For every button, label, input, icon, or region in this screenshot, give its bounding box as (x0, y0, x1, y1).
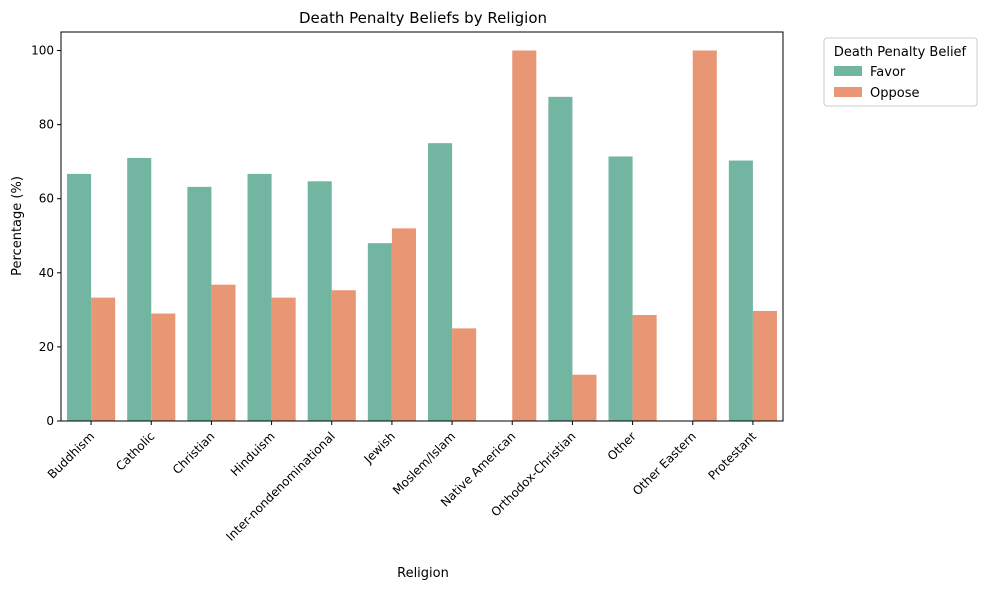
bar-favor-0 (67, 173, 92, 421)
x-tick-label: Buddhism (45, 429, 97, 481)
x-tick-label: Moslem/Islam (390, 429, 458, 497)
bar-oppose-8 (572, 374, 597, 421)
bar-favor-9 (608, 156, 633, 422)
bar-favor-4 (307, 181, 332, 421)
bar-favor-3 (247, 173, 272, 421)
x-tick-label: Jewish (361, 429, 398, 466)
x-tick-label: Other (605, 429, 639, 463)
y-tick-label: 40 (39, 266, 54, 280)
bar-favor-2 (187, 186, 212, 421)
bar-oppose-10 (692, 50, 717, 422)
x-tick-label: Protestant (705, 429, 759, 483)
bar-oppose-5 (391, 228, 416, 421)
x-tick-label: Other Eastern (630, 429, 699, 498)
bar-oppose-4 (331, 290, 356, 421)
x-tick-label: Catholic (113, 429, 157, 473)
y-tick-label: 80 (39, 118, 54, 132)
legend-label-oppose: Oppose (870, 86, 919, 101)
bar-favor-1 (127, 157, 152, 421)
bar-oppose-9 (632, 315, 657, 421)
y-tick-label: 60 (39, 192, 54, 206)
x-tick-label: Christian (170, 429, 218, 477)
plot-area: 0 20 40 60 80 100 Buddhism Catholic Christian Hin… (31, 31, 784, 544)
bar-favor-5 (367, 243, 392, 421)
y-axis-label: Percentage (%) (10, 176, 25, 276)
bar-favor-11 (728, 160, 753, 421)
legend: Death Penalty Belief Favor Oppose (823, 37, 978, 107)
y-tick-label: 0 (46, 414, 54, 428)
x-axis-label: Religion (397, 566, 449, 581)
bar-oppose-0 (91, 297, 116, 421)
x-tick-label: Inter-nondenominational (223, 429, 337, 543)
bar-oppose-2 (211, 284, 236, 421)
bar-oppose-1 (151, 313, 176, 421)
legend-swatch-oppose (834, 87, 862, 97)
legend-label-favor: Favor (870, 65, 906, 80)
y-tick-label: 100 (31, 44, 54, 58)
y-tick-label: 20 (39, 340, 54, 354)
bar-oppose-11 (752, 310, 777, 421)
legend-swatch-favor (834, 66, 862, 76)
bar-oppose-6 (452, 328, 477, 421)
legend-frame (823, 37, 978, 107)
bar-oppose-7 (512, 50, 537, 422)
chart-title: Death Penalty Beliefs by Religion (299, 9, 547, 27)
plot-frame (60, 31, 784, 422)
bar-oppose-3 (271, 297, 296, 421)
legend-title: Death Penalty Belief (834, 45, 967, 60)
x-tick-label: Hinduism (228, 429, 278, 479)
bar-favor-6 (428, 143, 453, 421)
bar-favor-8 (548, 96, 573, 421)
